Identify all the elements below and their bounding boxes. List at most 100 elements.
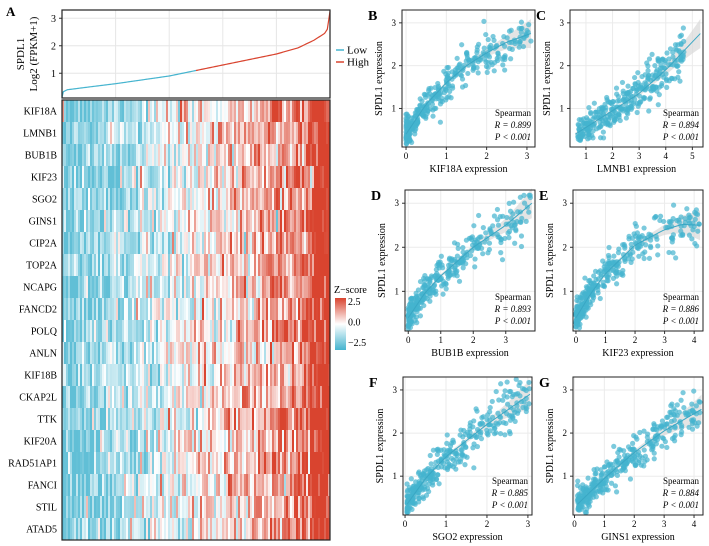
heatmap-cell [260,210,263,233]
heatmap-cell [202,430,205,453]
data-point [510,211,516,217]
heatmap-cell [102,452,105,475]
heatmap-cell [160,100,163,123]
heatmap-cell [88,144,91,167]
heatmap-cell [158,188,161,211]
heatmap-cell [120,364,123,387]
heatmap-cell [264,320,267,343]
heatmap-cell [260,122,263,145]
heatmap-cell [164,496,167,519]
heatmap-cell [290,342,293,365]
heatmap-cell [210,474,213,497]
heatmap-cell [316,122,319,145]
heatmap-cell [194,254,197,277]
heatmap-cell [66,276,69,299]
heatmap-cell [186,298,189,321]
heatmap-cell [272,474,275,497]
heatmap-cell [248,386,251,409]
heatmap-cell [302,100,305,123]
data-point [661,74,667,80]
heatmap-cell [258,298,261,321]
heatmap-cell [152,496,155,519]
heatmap-cell [136,452,139,475]
data-point [680,390,686,396]
heatmap-cell [128,430,131,453]
heatmap-cell [218,430,221,453]
heatmap-cell [290,210,293,233]
heatmap-cell [312,254,315,277]
data-point [597,489,603,495]
heatmap-cell [232,518,235,541]
data-point [579,300,585,306]
heatmap-cell [206,232,209,255]
heatmap-cell [268,210,271,233]
heatmap-cell [240,276,243,299]
heatmap-cell [186,452,189,475]
heatmap-cell [236,144,239,167]
heatmap-cell [280,298,283,321]
data-point [455,245,461,252]
heatmap-cell [266,122,269,145]
heatmap-cell [320,386,323,409]
heatmap-cell [64,430,67,453]
heatmap-cell [264,430,267,453]
heatmap-cell [96,430,99,453]
data-point [694,243,700,249]
heatmap-cell [232,298,235,321]
heatmap-cell [132,364,135,387]
data-point [575,478,581,484]
heatmap-cell [64,496,67,519]
heatmap-cell [80,452,83,475]
heatmap-cell [162,452,165,475]
heatmap-cell [144,408,147,431]
heatmap-cell [156,364,159,387]
heatmap-cell [274,298,277,321]
data-point [585,475,591,481]
data-point [408,295,415,301]
heatmap-cell [90,100,93,123]
heatmap-cell [74,342,77,365]
heatmap-cell [90,342,93,365]
data-point [646,56,653,62]
heatmap-cell [278,496,281,519]
heatmap-cell [150,320,153,343]
heatmap-cell [270,408,273,431]
heatmap-cell [86,430,89,453]
heatmap-cell [178,232,181,255]
heatmap-cell [292,320,295,343]
heatmap-cell [260,496,263,519]
heatmap-cell [192,408,195,431]
panel-label-d: D [371,189,381,204]
heatmap-cell [138,276,141,299]
heatmap-cell [286,518,289,541]
heatmap-cell [280,122,283,145]
heatmap-cell [248,496,251,519]
heatmap-cell [190,474,193,497]
heatmap-cell [116,518,119,541]
heatmap-cell [84,364,87,387]
heatmap-cell [114,386,117,409]
heatmap-cell [184,100,187,123]
heatmap-cell [160,232,163,255]
heatmap-cell [318,408,321,431]
heatmap-cell [282,232,285,255]
heatmap-cell [114,452,117,475]
heatmap-cell [186,474,189,497]
heatmap-cell [92,166,95,189]
heatmap-cell [96,474,99,497]
heatmap-cell [268,166,271,189]
heatmap-cell [62,320,65,343]
heatmap-cell [246,210,249,233]
heatmap-cell [294,496,297,519]
data-point [611,443,617,449]
heatmap-cell [104,342,107,365]
heatmap-cell [118,452,121,475]
heatmap-cell [178,386,181,409]
heatmap-cell [312,276,315,299]
data-point [526,379,532,386]
heatmap-cell [134,166,137,189]
heatmap-cell [146,232,149,255]
heatmap-cell [200,474,203,497]
heatmap-cell [118,188,121,211]
data-point [611,253,617,259]
